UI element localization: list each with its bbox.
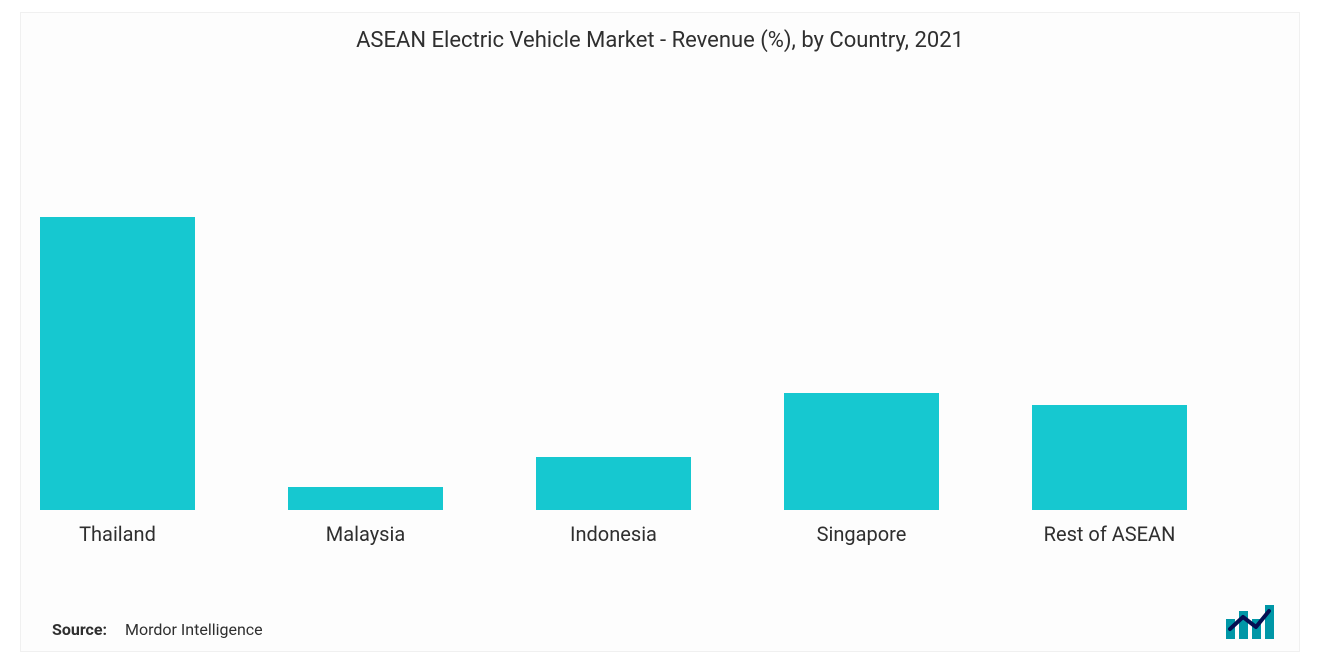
x-axis-label: Indonesia	[514, 522, 714, 546]
x-axis-label: Thailand	[18, 522, 218, 546]
bar	[1032, 405, 1187, 510]
source-attribution: Source: Mordor Intelligence	[52, 620, 263, 639]
source-label: Source:	[52, 620, 107, 639]
source-text: Mordor Intelligence	[125, 620, 263, 639]
chart-title: ASEAN Electric Vehicle Market - Revenue …	[0, 28, 1320, 53]
x-axis-label: Singapore	[762, 522, 962, 546]
bar	[536, 457, 691, 510]
x-axis-label: Rest of ASEAN	[1010, 522, 1210, 546]
bar	[40, 217, 195, 510]
chart-plot-area	[40, 100, 1280, 510]
brand-logo-icon	[1226, 605, 1282, 639]
bar	[784, 393, 939, 510]
bar	[288, 487, 443, 510]
x-axis-label: Malaysia	[266, 522, 466, 546]
